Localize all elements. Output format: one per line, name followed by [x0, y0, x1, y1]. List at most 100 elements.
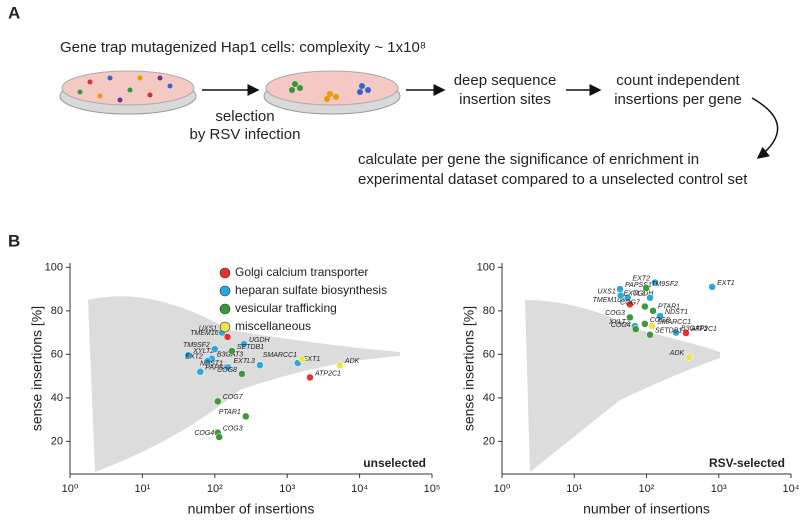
point — [672, 328, 680, 337]
point — [708, 283, 716, 291]
library-text: Gene trap mutagenized Hap1 cells: comple… — [60, 39, 426, 56]
legend-label: miscellaneous — [235, 319, 311, 333]
point-label: EXT2 — [185, 354, 203, 361]
point — [224, 363, 232, 372]
point-label: EXT1 — [303, 356, 321, 363]
arrow — [202, 84, 779, 159]
y-tick-label: 40 — [51, 392, 63, 404]
point-label: SMARCC1 — [263, 352, 297, 359]
point-label: ADK — [344, 358, 360, 365]
x-tick-label: 10³ — [711, 483, 727, 495]
point — [648, 322, 656, 330]
point-label: EXT1 — [717, 280, 735, 287]
point-label: UXS1 — [597, 288, 615, 295]
point — [211, 345, 219, 353]
y-tick-label: 60 — [483, 348, 495, 360]
point — [256, 361, 264, 369]
y-tick-label: 20 — [51, 435, 63, 447]
point — [632, 325, 640, 333]
point-label: PAPSS1 — [625, 282, 652, 289]
y-tick-label: 100 — [45, 261, 63, 273]
point — [215, 433, 223, 441]
point-label: SMARCC1 — [657, 319, 691, 326]
analysis-text: experimental dataset compared to a unsel… — [358, 171, 748, 188]
x-axis-label: number of insertions — [188, 501, 315, 517]
x-axis-label: number of insertions — [583, 501, 710, 517]
point-label: UXS1 — [199, 325, 217, 332]
legend-label: heparan sulfate biosynthesis — [235, 283, 387, 297]
point — [306, 373, 314, 382]
annotation: RSV-selected — [709, 456, 785, 470]
point-label: B3GAT3 — [217, 352, 243, 359]
x-tick-label: 10¹ — [566, 483, 582, 495]
point-label: EXT2 — [632, 275, 650, 282]
point-label: SETDB1 — [655, 328, 682, 335]
y-axis-label: sense insertions [%] — [461, 306, 477, 431]
panel-label: B — [8, 231, 20, 250]
x-tick-label: 10⁰ — [494, 483, 511, 495]
point — [641, 320, 649, 328]
point — [641, 302, 649, 311]
point-label: EXTL3 — [624, 291, 646, 298]
x-tick-label: 10² — [639, 483, 655, 495]
point — [682, 329, 690, 337]
counting-text: insertions per gene — [614, 91, 742, 108]
point — [240, 340, 248, 348]
point-label: COG3 — [605, 310, 625, 317]
y-tick-label: 100 — [477, 261, 495, 273]
background-cloud — [525, 300, 720, 472]
point-label: UGDH — [633, 291, 655, 298]
legend-marker — [219, 303, 231, 315]
point — [204, 357, 212, 365]
background-cloud — [88, 296, 400, 472]
x-tick-label: 10² — [207, 483, 223, 495]
x-tick-label: 10⁴ — [783, 483, 800, 495]
point-label: SETDB1 — [237, 344, 264, 351]
point-label: XYLT2 — [192, 348, 214, 355]
y-tick-label: 20 — [483, 435, 495, 447]
legend-marker — [219, 321, 231, 333]
point — [623, 294, 632, 302]
point — [228, 347, 236, 355]
point — [685, 353, 693, 361]
legend-marker — [219, 285, 231, 297]
y-tick-label: 80 — [483, 305, 495, 317]
point-label: NDST1 — [665, 309, 688, 316]
x-tick-label: 10⁰ — [62, 483, 79, 495]
x-tick-label: 10⁴ — [351, 483, 368, 495]
point-label: COG4 — [194, 430, 214, 437]
y-axis-label: sense insertions [%] — [29, 306, 45, 431]
point-label: COG8 — [650, 317, 670, 324]
x-tick-label: 10¹ — [134, 483, 150, 495]
point-label: COG7 — [620, 299, 641, 306]
point — [184, 351, 193, 359]
point — [336, 361, 344, 369]
point — [223, 333, 232, 341]
point-label: NDST1 — [200, 360, 223, 367]
legend-label: vesicular trafficking — [235, 301, 337, 315]
point-label: UGDH — [249, 337, 271, 344]
point-label: EXTL3 — [234, 358, 256, 365]
analysis-text: calculate per gene the significance of e… — [358, 151, 699, 168]
point — [646, 294, 654, 302]
point-label: B3GAT3 — [681, 325, 707, 332]
y-tick-label: 40 — [483, 392, 495, 404]
selection-text: by RSV infection — [190, 126, 301, 143]
y-tick-label: 80 — [51, 305, 63, 317]
point — [626, 313, 634, 322]
point — [651, 278, 659, 287]
point — [656, 312, 664, 320]
x-tick-label: 10³ — [279, 483, 295, 495]
point-label: TMEM165 — [593, 297, 625, 304]
point — [649, 307, 657, 315]
point-label: COG8 — [217, 367, 237, 374]
annotation: unselected — [363, 456, 426, 470]
point — [238, 370, 246, 378]
x-tick-label: 10⁵ — [424, 483, 441, 495]
sequencing-text: deep sequence — [454, 72, 557, 89]
point-label: TM9SF2 — [651, 281, 678, 288]
panel-label: A — [8, 3, 20, 22]
point — [646, 331, 654, 339]
point-label: ATP2C1 — [690, 326, 717, 333]
